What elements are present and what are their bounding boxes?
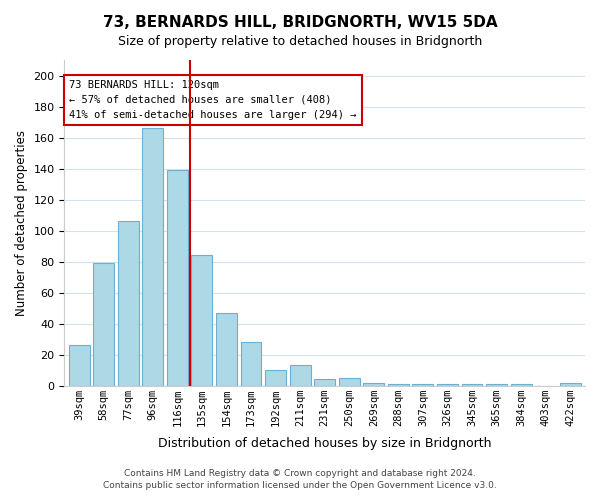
- Bar: [118, 222, 139, 386]
- Bar: [290, 366, 311, 386]
- Text: 73 BERNARDS HILL: 120sqm
← 57% of detached houses are smaller (408)
41% of semi-: 73 BERNARDS HILL: 120sqm ← 57% of detach…: [70, 80, 357, 120]
- Bar: [93, 263, 114, 386]
- Bar: [388, 384, 409, 386]
- Bar: [142, 128, 163, 386]
- Text: Size of property relative to detached houses in Bridgnorth: Size of property relative to detached ho…: [118, 35, 482, 48]
- Bar: [265, 370, 286, 386]
- Text: Contains HM Land Registry data © Crown copyright and database right 2024.
Contai: Contains HM Land Registry data © Crown c…: [103, 468, 497, 490]
- Bar: [560, 382, 581, 386]
- Bar: [216, 312, 237, 386]
- Bar: [69, 346, 89, 386]
- Bar: [191, 256, 212, 386]
- Bar: [339, 378, 359, 386]
- Bar: [241, 342, 262, 386]
- Bar: [461, 384, 482, 386]
- Bar: [314, 380, 335, 386]
- Text: 73, BERNARDS HILL, BRIDGNORTH, WV15 5DA: 73, BERNARDS HILL, BRIDGNORTH, WV15 5DA: [103, 15, 497, 30]
- Bar: [486, 384, 507, 386]
- Bar: [437, 384, 458, 386]
- Bar: [364, 382, 384, 386]
- Bar: [412, 384, 433, 386]
- Y-axis label: Number of detached properties: Number of detached properties: [15, 130, 28, 316]
- Bar: [511, 384, 532, 386]
- X-axis label: Distribution of detached houses by size in Bridgnorth: Distribution of detached houses by size …: [158, 437, 491, 450]
- Bar: [167, 170, 188, 386]
